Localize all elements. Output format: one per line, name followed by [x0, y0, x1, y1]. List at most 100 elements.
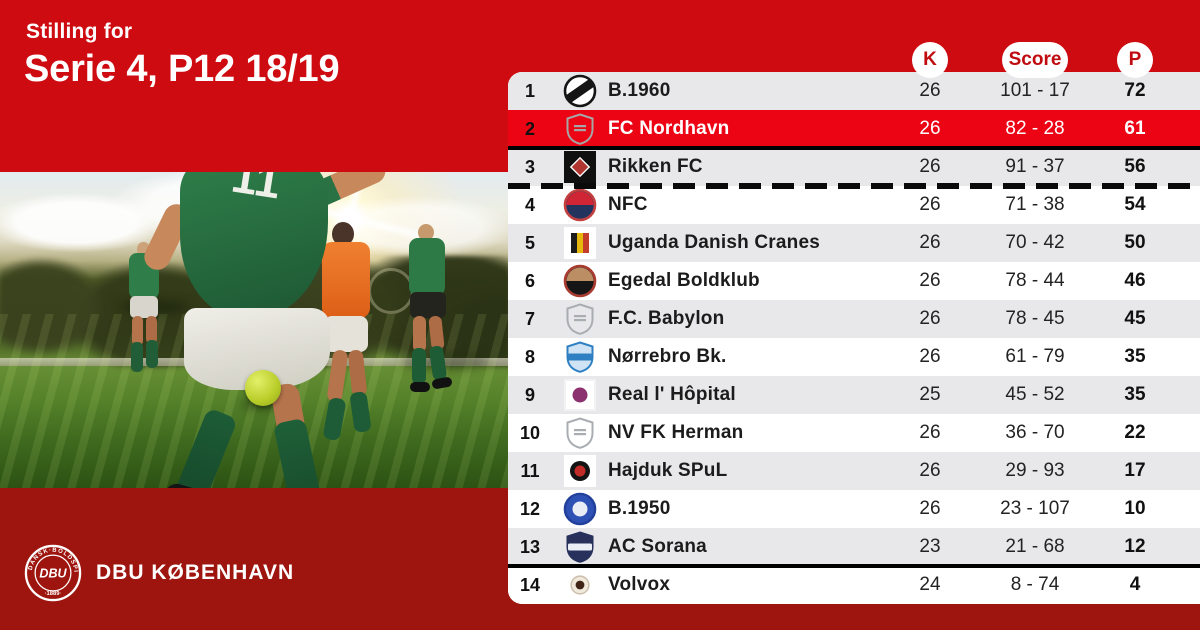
- points-value: 22: [1124, 422, 1146, 443]
- matches-value: 26: [919, 194, 941, 215]
- team-crest-icon: [563, 226, 597, 260]
- matches-value: 26: [919, 346, 941, 367]
- team-crest-icon: [563, 340, 597, 374]
- team-name: NV FK Herman: [608, 422, 744, 443]
- points-value: 17: [1124, 460, 1146, 481]
- position: 8: [524, 346, 535, 367]
- table-row: 6 Egedal Boldklub 26 78 - 44 46: [508, 262, 1200, 300]
- matches-value: 26: [919, 460, 941, 481]
- score-value: 45 - 52: [1005, 384, 1065, 405]
- matches-value: 25: [919, 384, 941, 405]
- table-row: 7 F.C. Babylon 26 78 - 45 45: [508, 300, 1200, 338]
- matches-value: 26: [919, 308, 941, 329]
- table-row: 2 FC Nordhavn 26 82 - 28 61: [508, 110, 1200, 150]
- position: 11: [520, 460, 540, 481]
- matches-value: 26: [919, 422, 941, 443]
- team-name: Egedal Boldklub: [608, 270, 760, 291]
- team-name: NFC: [608, 194, 648, 215]
- score-value: 61 - 79: [1005, 346, 1065, 367]
- matches-value: 26: [919, 80, 941, 101]
- table-row: 5 Uganda Danish Cranes 26 70 - 42 50: [508, 224, 1200, 262]
- points-value: 35: [1124, 384, 1146, 405]
- team-name: Real l' Hôpital: [608, 384, 736, 405]
- football-icon: [245, 370, 281, 406]
- table-row: 11 Hajduk SPuL 26 29 - 93 17: [508, 452, 1200, 490]
- points-value: 61: [1124, 118, 1146, 139]
- column-header-score: Score: [1002, 42, 1068, 78]
- org-name: DBU KØBENHAVN: [96, 561, 295, 584]
- team-name: B.1960: [608, 80, 671, 101]
- table-row: 12 B.1950 26 23 - 107 10: [508, 490, 1200, 528]
- table-row: 1 B.1960 26 101 - 17 72: [508, 72, 1200, 110]
- points-value: 45: [1124, 308, 1146, 329]
- team-name: AC Sorana: [608, 536, 707, 557]
- score-value: 36 - 70: [1005, 422, 1065, 443]
- standings-pretitle: Stilling for: [26, 20, 133, 43]
- points-value: 50: [1124, 232, 1146, 253]
- score-value: 21 - 68: [1005, 536, 1065, 557]
- team-crest-icon: [563, 378, 597, 412]
- crest-center-text: DBU: [39, 566, 67, 580]
- position: 10: [519, 422, 541, 443]
- position: 2: [524, 118, 535, 139]
- matches-value: 23: [919, 536, 941, 557]
- team-crest-icon: [563, 264, 597, 298]
- team-crest-icon: [563, 112, 597, 146]
- points-value: 4: [1129, 574, 1141, 595]
- league-title: Serie 4, P12 18/19: [24, 48, 340, 90]
- points-value: 46: [1124, 270, 1146, 291]
- team-crest-icon: [563, 150, 597, 184]
- dbu-crest-icon: DANSK·BOLDSPIL·UNION DBU ·1889·: [24, 544, 82, 602]
- matches-value: 26: [919, 232, 941, 253]
- position: 4: [524, 194, 535, 215]
- points-value: 54: [1124, 194, 1146, 215]
- matches-value: 24: [919, 574, 941, 595]
- score-value: 8 - 74: [1010, 574, 1060, 595]
- score-value: 78 - 44: [1005, 270, 1065, 291]
- matches-value: 26: [919, 118, 941, 139]
- player-figure-right: [408, 224, 458, 404]
- team-crest-icon: [563, 530, 597, 564]
- position: 1: [524, 80, 535, 101]
- position: 3: [524, 156, 535, 177]
- points-value: 12: [1124, 536, 1146, 557]
- score-value: 23 - 107: [1000, 498, 1070, 519]
- points-value: 10: [1124, 498, 1146, 519]
- score-value: 70 - 42: [1005, 232, 1065, 253]
- score-value: 82 - 28: [1005, 118, 1065, 139]
- team-crest-icon: [563, 188, 597, 222]
- table-row: 10 NV FK Herman 26 36 - 70 22: [508, 414, 1200, 452]
- player-figure-bib: [322, 222, 382, 452]
- matches-value: 26: [919, 270, 941, 291]
- team-name: Rikken FC: [608, 156, 703, 177]
- table-row: 3 Rikken FC 26 91 - 37 56: [508, 148, 1200, 189]
- team-name: Hajduk SPuL: [608, 460, 728, 481]
- team-name: FC Nordhavn: [608, 118, 730, 139]
- score-value: 29 - 93: [1005, 460, 1065, 481]
- team-name: B.1950: [608, 498, 671, 519]
- team-name: Uganda Danish Cranes: [608, 232, 820, 253]
- table-row: 14 Volvox 24 8 - 74 4: [508, 566, 1200, 604]
- brand-footer: DANSK·BOLDSPIL·UNION DBU ·1889· DBU KØBE…: [24, 544, 294, 602]
- score-value: 71 - 38: [1005, 194, 1065, 215]
- team-crest-icon: [563, 492, 597, 526]
- position: 5: [524, 232, 535, 253]
- team-crest-icon: [563, 454, 597, 488]
- table-row: 8 Nørrebro Bk. 26 61 - 79 35: [508, 338, 1200, 376]
- match-photo: 11: [0, 172, 510, 488]
- position: 7: [524, 308, 535, 329]
- position: 13: [519, 536, 541, 557]
- team-name: F.C. Babylon: [608, 308, 725, 329]
- score-value: 101 - 17: [1000, 80, 1070, 101]
- points-value: 35: [1124, 346, 1146, 367]
- team-crest-icon: [563, 416, 597, 450]
- table-row: 9 Real l' Hôpital 25 45 - 52 35: [508, 376, 1200, 414]
- crest-year-text: ·1889·: [45, 591, 62, 597]
- position: 12: [519, 498, 541, 519]
- team-crest-icon: [563, 302, 597, 336]
- team-name: Nørrebro Bk.: [608, 346, 727, 367]
- table-row: 4 NFC 26 71 - 38 54: [508, 186, 1200, 224]
- points-value: 56: [1124, 156, 1146, 177]
- points-value: 72: [1124, 80, 1146, 101]
